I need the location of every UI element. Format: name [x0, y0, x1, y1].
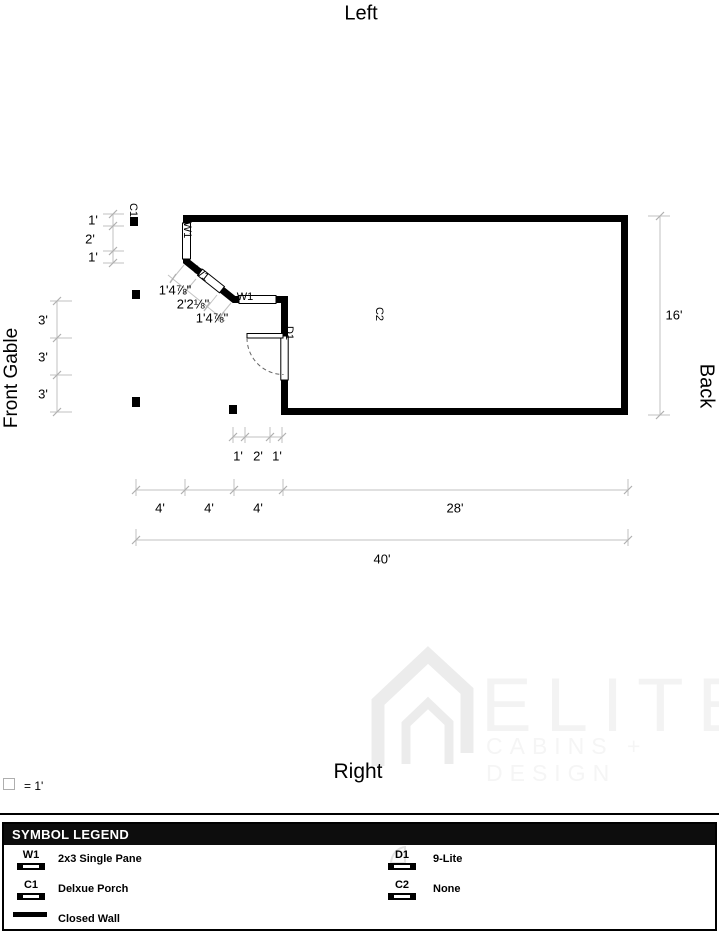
window-symbol-icon	[17, 863, 45, 870]
dim-total-width: 40'	[373, 551, 391, 567]
legend-top-divider	[0, 813, 719, 815]
dim-diagonal-2: 2'2⅛"	[176, 296, 210, 312]
legend-body: W1 2x3 Single Pane D1 9-Lite C1 Delxue P…	[4, 845, 715, 929]
c2-symbol-icon	[388, 893, 416, 900]
door-symbol-icon	[388, 863, 416, 870]
window-symbol-left	[182, 222, 191, 260]
legend-title: SYMBOL LEGEND	[4, 824, 715, 845]
door-swing-arc	[246, 337, 284, 375]
watermark-brand: ELITE	[481, 663, 719, 748]
room-label-c2: C2	[373, 306, 385, 322]
legend-label-c1: Delxue Porch	[58, 883, 129, 895]
dim-left-lower-1: 3'	[38, 312, 48, 328]
dim-left-upper-2: 2'	[85, 231, 95, 247]
scale-note: = 1'	[24, 779, 44, 793]
orientation-label-left: Front Gable	[1, 327, 22, 429]
dim-bottom-seg-4: 28'	[446, 500, 464, 516]
legend-code-c2: C2	[394, 879, 410, 891]
door-leaf	[246, 333, 284, 339]
symbol-legend: SYMBOL LEGEND W1 2x3 Single Pane D1 9-Li…	[2, 822, 717, 931]
dim-left-lower-2: 3'	[38, 349, 48, 365]
legend-label-w1: 2x3 Single Pane	[58, 853, 142, 865]
legend-label-c2: None	[433, 883, 461, 895]
porch-symbol-pane	[23, 894, 39, 899]
orientation-label-right: Back	[695, 363, 718, 409]
watermark-house-icon	[371, 646, 474, 766]
window-label-w1-vertical: W1	[181, 221, 193, 239]
porch-post	[130, 217, 138, 226]
dim-door-offset-1: 1'	[233, 448, 243, 464]
closed-wall-icon	[13, 912, 47, 917]
dim-left-lower-3: 3'	[38, 386, 48, 402]
window-symbol-bottom	[238, 295, 277, 304]
dim-right-height: 16'	[665, 307, 683, 323]
window-label-w1-horizontal: W1	[236, 291, 254, 303]
dimension-lines	[50, 213, 670, 546]
porch-post	[132, 397, 140, 407]
window-symbol-pane	[23, 864, 39, 869]
dim-bottom-seg-3: 4'	[253, 500, 263, 516]
dim-door-offset-3: 1'	[272, 448, 282, 464]
door-label-d1: D1	[283, 325, 295, 341]
dim-left-upper-1: 1'	[88, 212, 98, 228]
porch-label-c1: C1	[127, 202, 139, 218]
porch-post	[229, 405, 237, 414]
window-symbol-diagonal	[196, 268, 226, 294]
dimension-ticks	[52, 209, 665, 545]
legend-code-d1: D1	[394, 849, 410, 861]
dim-diagonal-1: 1'4⅞"	[158, 282, 192, 298]
c2-symbol-pane	[394, 894, 410, 899]
orientation-label-top: Left	[344, 2, 378, 25]
dim-left-upper-3: 1'	[88, 249, 98, 265]
legend-code-w1: W1	[22, 849, 40, 861]
scale-swatch	[3, 778, 15, 790]
exterior-walls	[183, 215, 628, 415]
porch-post	[132, 290, 140, 299]
dim-bottom-seg-1: 4'	[155, 500, 165, 516]
dim-bottom-seg-2: 4'	[204, 500, 214, 516]
legend-label-d1: 9-Lite	[433, 853, 463, 865]
door-opening	[280, 335, 289, 381]
porch-posts	[130, 217, 237, 414]
dim-door-offset-2: 2'	[253, 448, 263, 464]
door-symbol-pane	[394, 864, 410, 869]
orientation-label-bottom: Right	[333, 760, 383, 783]
watermark-tagline: CABINS + DESIGN	[486, 733, 648, 786]
porch-symbol-icon	[17, 893, 45, 900]
dim-diagonal-3: 1'4⅞"	[195, 310, 229, 326]
legend-label-closed-wall: Closed Wall	[58, 913, 120, 925]
legend-code-c1: C1	[23, 879, 39, 891]
